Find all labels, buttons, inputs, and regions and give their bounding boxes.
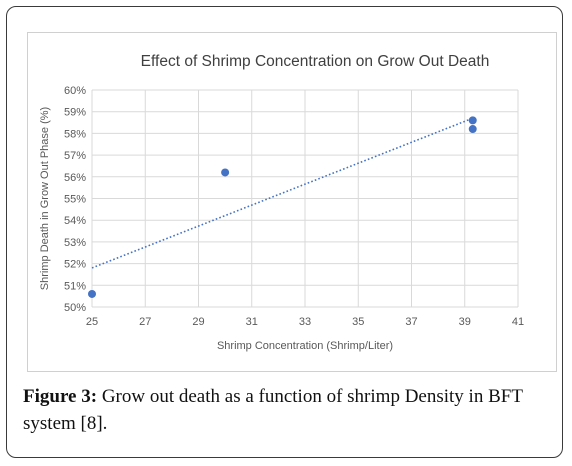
y-tick-label: 52% [64, 259, 86, 271]
x-axis-label: Shrimp Concentration (Shrimp/Liter) [217, 340, 393, 352]
x-tick-label: 41 [512, 316, 524, 328]
x-tick-label: 27 [139, 316, 151, 328]
x-tick-label: 39 [459, 316, 471, 328]
y-tick-label: 50% [64, 302, 86, 314]
data-point [468, 116, 477, 125]
trendline [91, 117, 474, 269]
y-axis-label: Shrimp Death in Grow Out Phase (%) [39, 107, 51, 290]
y-tick-label: 59% [64, 107, 86, 119]
x-tick-label: 35 [352, 316, 364, 328]
y-tick-label: 57% [64, 150, 86, 162]
y-tick-label: 56% [64, 172, 86, 184]
scatter-chart: Effect of Shrimp Concentration on Grow O… [39, 53, 524, 352]
chart-title: Effect of Shrimp Concentration on Grow O… [141, 53, 490, 70]
figure-caption: Figure 3: Grow out death as a function o… [23, 383, 563, 437]
y-tick-label: 58% [64, 128, 86, 140]
y-tick-label: 51% [64, 280, 86, 292]
caption-label: Figure 3: [23, 386, 98, 407]
x-tick-label: 25 [86, 316, 98, 328]
x-tick-label: 37 [405, 316, 417, 328]
data-point [468, 125, 477, 134]
figure-frame: Effect of Shrimp Concentration on Grow O… [6, 6, 563, 458]
data-point [221, 168, 230, 177]
data-point [88, 289, 96, 298]
caption-text: Grow out death as a function of shrimp D… [23, 386, 523, 434]
y-tick-label: 55% [64, 194, 86, 206]
x-tick-label: 33 [299, 316, 311, 328]
chart-container: Effect of Shrimp Concentration on Grow O… [27, 32, 557, 372]
y-tick-label: 60% [64, 85, 86, 97]
y-tick-label: 54% [64, 215, 86, 227]
y-tick-label: 53% [64, 237, 86, 249]
x-tick-label: 29 [192, 316, 204, 328]
x-tick-label: 31 [246, 316, 258, 328]
